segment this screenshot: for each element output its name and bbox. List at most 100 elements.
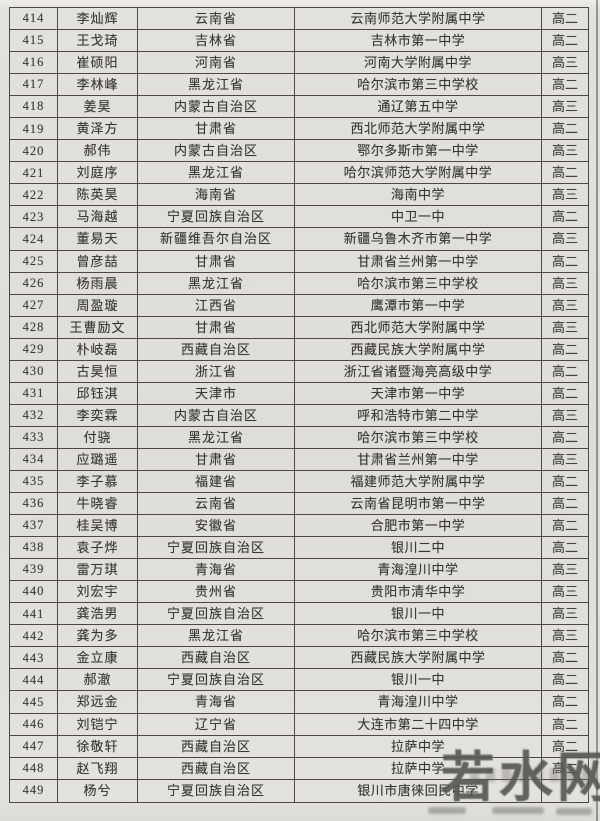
cell-name: 李奕霖: [58, 404, 138, 426]
table-row: 424 董易天 新疆维吾尔自治区 新疆乌鲁木齐市第一中学 高三: [10, 228, 588, 251]
cell-number: 433: [10, 426, 58, 448]
table-row: 425 曾彦喆 甘肃省 甘肃省兰州第一中学 高二: [10, 250, 588, 273]
cell-school: 西藏民族大学附属中学: [295, 647, 542, 669]
cell-school: 吉林市第一中学: [295, 30, 542, 52]
cell-school: 银川二中: [295, 537, 542, 559]
cell-number: 425: [10, 250, 58, 272]
cell-school: 河南大学附属中学: [295, 52, 542, 74]
cell-number: 416: [10, 52, 58, 74]
cell-school: 通辽第五中学: [295, 96, 542, 118]
cell-province: 内蒙古自治区: [138, 140, 295, 162]
cell-grade: 高二: [551, 165, 578, 181]
table-row: 429 朴岐磊 西藏自治区 西藏民族大学附属中学 高二: [10, 338, 588, 361]
cell-number: 422: [10, 184, 58, 206]
cell-name: 崔硕阳: [58, 52, 138, 74]
cell-number: 444: [10, 669, 58, 691]
table-row: 427 周盈璇 江西省 鹰潭市第一中学 高三: [10, 294, 588, 317]
table-row: 443 金立康 西藏自治区 西藏民族大学附属中学 高二: [10, 647, 588, 670]
cell-grade: 高二: [551, 738, 578, 754]
cell-province: 西藏自治区: [138, 647, 295, 669]
cell-grade: 高二: [551, 429, 578, 445]
cell-grade: 高三: [551, 451, 578, 467]
table-row: 449 杨兮 宁夏回族自治区 银川市唐徕回民中学: [10, 779, 588, 802]
cell-grade: 高二: [551, 694, 578, 710]
table-row: 430 古昊恒 浙江省 浙江省诸暨海亮高级中学 高二: [10, 360, 588, 383]
cell-name: 牛晓睿: [58, 493, 138, 515]
cell-school: 哈尔滨市第三中学校: [295, 74, 542, 96]
cell-province: 福建省: [138, 470, 295, 493]
cell-name: 龚为多: [58, 625, 138, 647]
cell-school: 银川一中: [295, 669, 542, 691]
cell-school: 天津市第一中学: [295, 382, 542, 404]
cell-province: 新疆维吾尔自治区: [138, 228, 295, 250]
cell-school: 云南省昆明市第一中学: [295, 493, 542, 515]
cell-school: 甘肃省兰州第一中学: [295, 448, 542, 470]
cell-province: 辽宁省: [138, 713, 295, 735]
cell-name: 马海越: [58, 206, 138, 228]
cell-grade: 高三: [551, 187, 578, 203]
table-row: 435 李子慕 福建省 福建师范大学附属中学 高二: [10, 470, 588, 494]
cell-grade: 高三: [551, 143, 578, 159]
cell-school: 呼和浩特市第二中学: [295, 404, 542, 426]
cell-name: 董易天: [58, 228, 138, 250]
cell-grade: 高二: [551, 121, 578, 137]
cell-province: 宁夏回族自治区: [138, 669, 295, 691]
cell-province: 黑龙江省: [138, 272, 295, 294]
cell-school: 福建师范大学附属中学: [295, 470, 542, 493]
cell-school: 哈尔滨市第三中学校: [295, 625, 542, 647]
cell-name: 金立康: [58, 647, 138, 669]
watermark: 若水网: [441, 748, 600, 808]
cell-school: 贵阳市清华中学: [295, 581, 542, 603]
cell-province: 黑龙江省: [138, 74, 295, 96]
table-row: 436 牛晓睿 云南省 云南省昆明市第一中学 高二: [10, 493, 588, 516]
cell-name: 应璐遥: [58, 448, 138, 470]
cell-number: 415: [10, 30, 58, 52]
cell-province: 黑龙江省: [138, 625, 295, 647]
cell-name: 杨雨晨: [58, 272, 138, 294]
cell-province: 西藏自治区: [138, 338, 295, 360]
cell-grade: 高三: [551, 319, 578, 335]
cell-name: 袁子烨: [58, 537, 138, 559]
cell-school: 云南师范大学附属中学: [295, 8, 542, 30]
cell-grade: 高二: [542, 758, 588, 779]
cell-name: 曾彦喆: [58, 250, 138, 272]
cell-number: 437: [10, 515, 58, 537]
table-row: 432 李奕霖 内蒙古自治区 呼和浩特市第二中学 高三: [10, 404, 588, 427]
cell-grade: 高三: [551, 407, 578, 423]
table-row: 421 刘庭序 黑龙江省 哈尔滨师范大学附属中学 高二: [10, 162, 588, 185]
cell-number: 427: [10, 294, 58, 316]
cell-province: 黑龙江省: [138, 426, 295, 448]
cell-grade: 高二: [551, 363, 578, 379]
cell-name: 刘庭序: [58, 162, 138, 184]
cell-grade: 高三: [551, 628, 578, 644]
cell-grade: 高三: [551, 562, 578, 578]
cell-number: 423: [10, 206, 58, 228]
table-row: 419 黄泽方 甘肃省 西北师范大学附属中学 高二: [10, 118, 588, 141]
cell-school: 浙江省诸暨海亮高级中学: [295, 360, 542, 382]
cell-province: 云南省: [138, 493, 295, 515]
cell-name: 古昊恒: [58, 360, 138, 382]
cell-province: 江西省: [138, 294, 295, 316]
table-row: 428 王曹励文 甘肃省 西北师范大学附属中学 高三: [10, 316, 588, 339]
scan-smudge: [428, 807, 466, 814]
table-row: 438 袁子烨 宁夏回族自治区 银川二中 高二: [10, 537, 588, 560]
cell-school: 西北师范大学附属中学: [295, 316, 542, 338]
cell-province: 安徽省: [138, 515, 295, 537]
watermark-ghost-text: [470, 768, 590, 782]
cell-grade: 高三: [551, 584, 578, 600]
cell-province: 甘肃省: [138, 118, 295, 140]
cell-grade: 高二: [551, 11, 578, 27]
table-row: 439 雷万琪 青海省 青海湟川中学 高三: [10, 559, 588, 582]
table-row: 417 李林峰 黑龙江省 哈尔滨市第三中学校 高二: [10, 74, 588, 97]
cell-number: 442: [10, 625, 58, 647]
cell-name: 郑远金: [58, 691, 138, 713]
cell-school: 甘肃省兰州第一中学: [295, 250, 542, 272]
cell-number: 428: [10, 316, 58, 338]
cell-name: 付骁: [58, 426, 138, 448]
table-row: 447 徐敬轩 西藏自治区 拉萨中学 高二: [10, 735, 588, 758]
cell-number: 438: [10, 537, 58, 559]
cell-number: 434: [10, 448, 58, 470]
cell-school: 海南中学: [295, 184, 542, 206]
cell-school: 合肥市第一中学: [295, 515, 542, 537]
cell-name: 郝澈: [58, 669, 138, 691]
